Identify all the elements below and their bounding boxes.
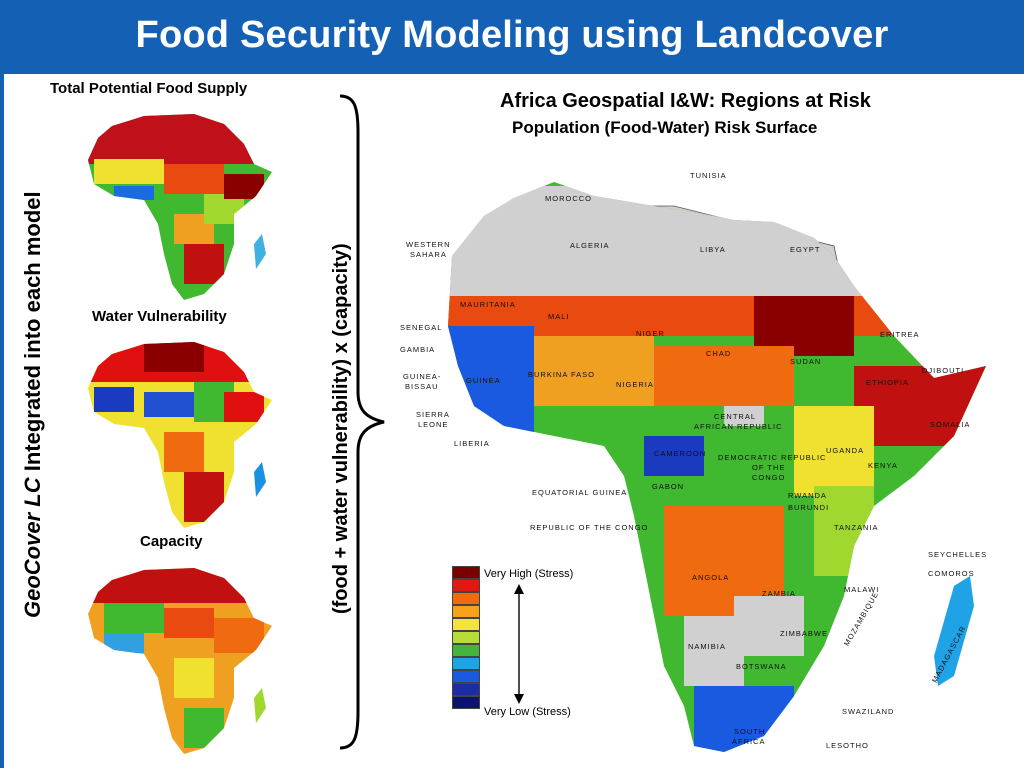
country-label-zimbabwe: ZIMBABWE bbox=[780, 629, 829, 638]
country-label-mali: MALI bbox=[548, 312, 570, 321]
geocover-caption-italic: GeoCover LC bbox=[20, 477, 45, 618]
country-label-guinea-bissau-1: GUINEA- bbox=[403, 372, 442, 381]
country-label-malawi: MALAWI bbox=[844, 585, 880, 594]
country-label-egypt: EGYPT bbox=[790, 245, 821, 254]
africa-risk-map bbox=[448, 182, 986, 752]
legend-swatch bbox=[452, 579, 480, 592]
country-label-sudan: SUDAN bbox=[790, 357, 822, 366]
country-label-gambia: GAMBIA bbox=[400, 345, 436, 354]
country-label-car-2: AFRICAN REPUBLIC bbox=[694, 422, 783, 431]
country-label-tunisia: TUNISIA bbox=[690, 171, 727, 180]
main-map-title: Africa Geospatial I&W: Regions at Risk bbox=[500, 90, 871, 112]
panel-label-water-vulnerability: Water Vulnerability bbox=[92, 308, 227, 325]
legend-low-label: Very Low (Stress) bbox=[484, 706, 571, 718]
country-label-western-sahara-1: WESTERN bbox=[406, 240, 451, 249]
country-label-sierra-leone-1: SIERRA bbox=[416, 410, 450, 419]
country-label-chad: CHAD bbox=[706, 349, 732, 358]
country-label-niger: NIGER bbox=[636, 329, 665, 338]
legend-swatch bbox=[452, 644, 480, 657]
title-bar: Food Security Modeling using Landcover bbox=[0, 0, 1024, 74]
country-label-zambia: ZAMBIA bbox=[762, 589, 796, 598]
country-label-tanzania: TANZANIA bbox=[834, 523, 879, 532]
water-vulnerability-map bbox=[88, 342, 272, 528]
country-label-drc-2: OF THE bbox=[752, 463, 786, 472]
country-label-south-africa-1: SOUTH bbox=[734, 727, 766, 736]
legend-swatch bbox=[452, 592, 480, 605]
country-label-seychelles: SEYCHELLES bbox=[928, 550, 988, 559]
legend-swatch bbox=[452, 605, 480, 618]
country-label-gabon: GABON bbox=[652, 482, 685, 491]
geocover-caption-rest: Integrated into each model bbox=[20, 191, 45, 478]
country-label-car-1: CENTRAL bbox=[714, 412, 757, 421]
capacity-map bbox=[88, 568, 272, 754]
food-supply-map bbox=[88, 114, 272, 300]
country-label-rwanda: RWANDA bbox=[788, 491, 827, 500]
panel-label-food-supply: Total Potential Food Supply bbox=[50, 80, 248, 97]
slide-title: Food Security Modeling using Landcover bbox=[135, 14, 889, 56]
country-label-morocco: MOROCCO bbox=[545, 194, 592, 203]
country-label-south-africa-2: AFRICA bbox=[732, 737, 766, 746]
legend-swatch bbox=[452, 566, 480, 579]
double-arrow bbox=[514, 584, 524, 704]
country-label-senegal: SENEGAL bbox=[400, 323, 443, 332]
country-label-liberia: LIBERIA bbox=[454, 439, 490, 448]
country-label-uganda: UGANDA bbox=[826, 446, 865, 455]
country-label-eritrea: ERITREA bbox=[880, 330, 920, 339]
country-label-cameroon: CAMEROON bbox=[654, 449, 707, 458]
country-label-kenya: KENYA bbox=[868, 461, 898, 470]
country-label-swaziland: SWAZILAND bbox=[842, 707, 895, 716]
country-label-mauritania: MAURITANIA bbox=[460, 300, 516, 309]
country-label-burundi: BURUNDI bbox=[788, 503, 830, 512]
legend-swatch bbox=[452, 618, 480, 631]
formula-caption: (food + water vulnerability) x (capacity… bbox=[330, 243, 352, 614]
country-label-western-sahara-2: SAHARA bbox=[410, 250, 447, 259]
country-label-djibouti: DJIBOUTI bbox=[922, 366, 965, 375]
country-label-namibia: NAMIBIA bbox=[688, 642, 726, 651]
legend-swatch bbox=[452, 657, 480, 670]
country-label-ethiopia: ETHIOPIA bbox=[866, 378, 910, 387]
country-label-libya: LIBYA bbox=[700, 245, 726, 254]
country-label-nigeria: NIGERIA bbox=[616, 380, 654, 389]
country-label-somalia: SOMALIA bbox=[930, 420, 971, 429]
left-accent-strip bbox=[0, 74, 4, 768]
legend-swatch bbox=[452, 696, 480, 709]
geocover-caption: GeoCover LC Integrated into each model bbox=[20, 191, 46, 618]
country-label-republic-congo: REPUBLIC OF THE CONGO bbox=[530, 523, 649, 532]
country-label-guinea: GUINEA bbox=[466, 376, 501, 385]
legend-swatch bbox=[452, 683, 480, 696]
curly-brace bbox=[340, 94, 385, 750]
country-label-burkina-faso: BURKINA FASO bbox=[528, 370, 596, 379]
country-label-equatorial-guinea: EQUATORIAL GUINEA bbox=[532, 488, 628, 497]
country-label-comoros: COMOROS bbox=[928, 569, 975, 578]
country-label-drc-1: DEMOCRATIC REPUBLIC bbox=[718, 453, 827, 462]
panel-label-capacity: Capacity bbox=[140, 533, 203, 550]
country-label-sierra-leone-2: LEONE bbox=[418, 420, 449, 429]
legend-high-label: Very High (Stress) bbox=[484, 568, 574, 580]
legend-swatch bbox=[452, 631, 480, 644]
legend-swatch bbox=[452, 670, 480, 683]
country-label-lesotho: LESOTHO bbox=[826, 741, 869, 750]
country-label-algeria: ALGERIA bbox=[570, 241, 610, 250]
country-label-guinea-bissau-2: BISSAU bbox=[405, 382, 439, 391]
country-label-angola: ANGOLA bbox=[692, 573, 730, 582]
main-map-subtitle: Population (Food-Water) Risk Surface bbox=[512, 118, 818, 137]
country-label-drc-3: CONGO bbox=[752, 473, 786, 482]
country-label-botswana: BOTSWANA bbox=[736, 662, 787, 671]
risk-legend bbox=[452, 566, 480, 709]
